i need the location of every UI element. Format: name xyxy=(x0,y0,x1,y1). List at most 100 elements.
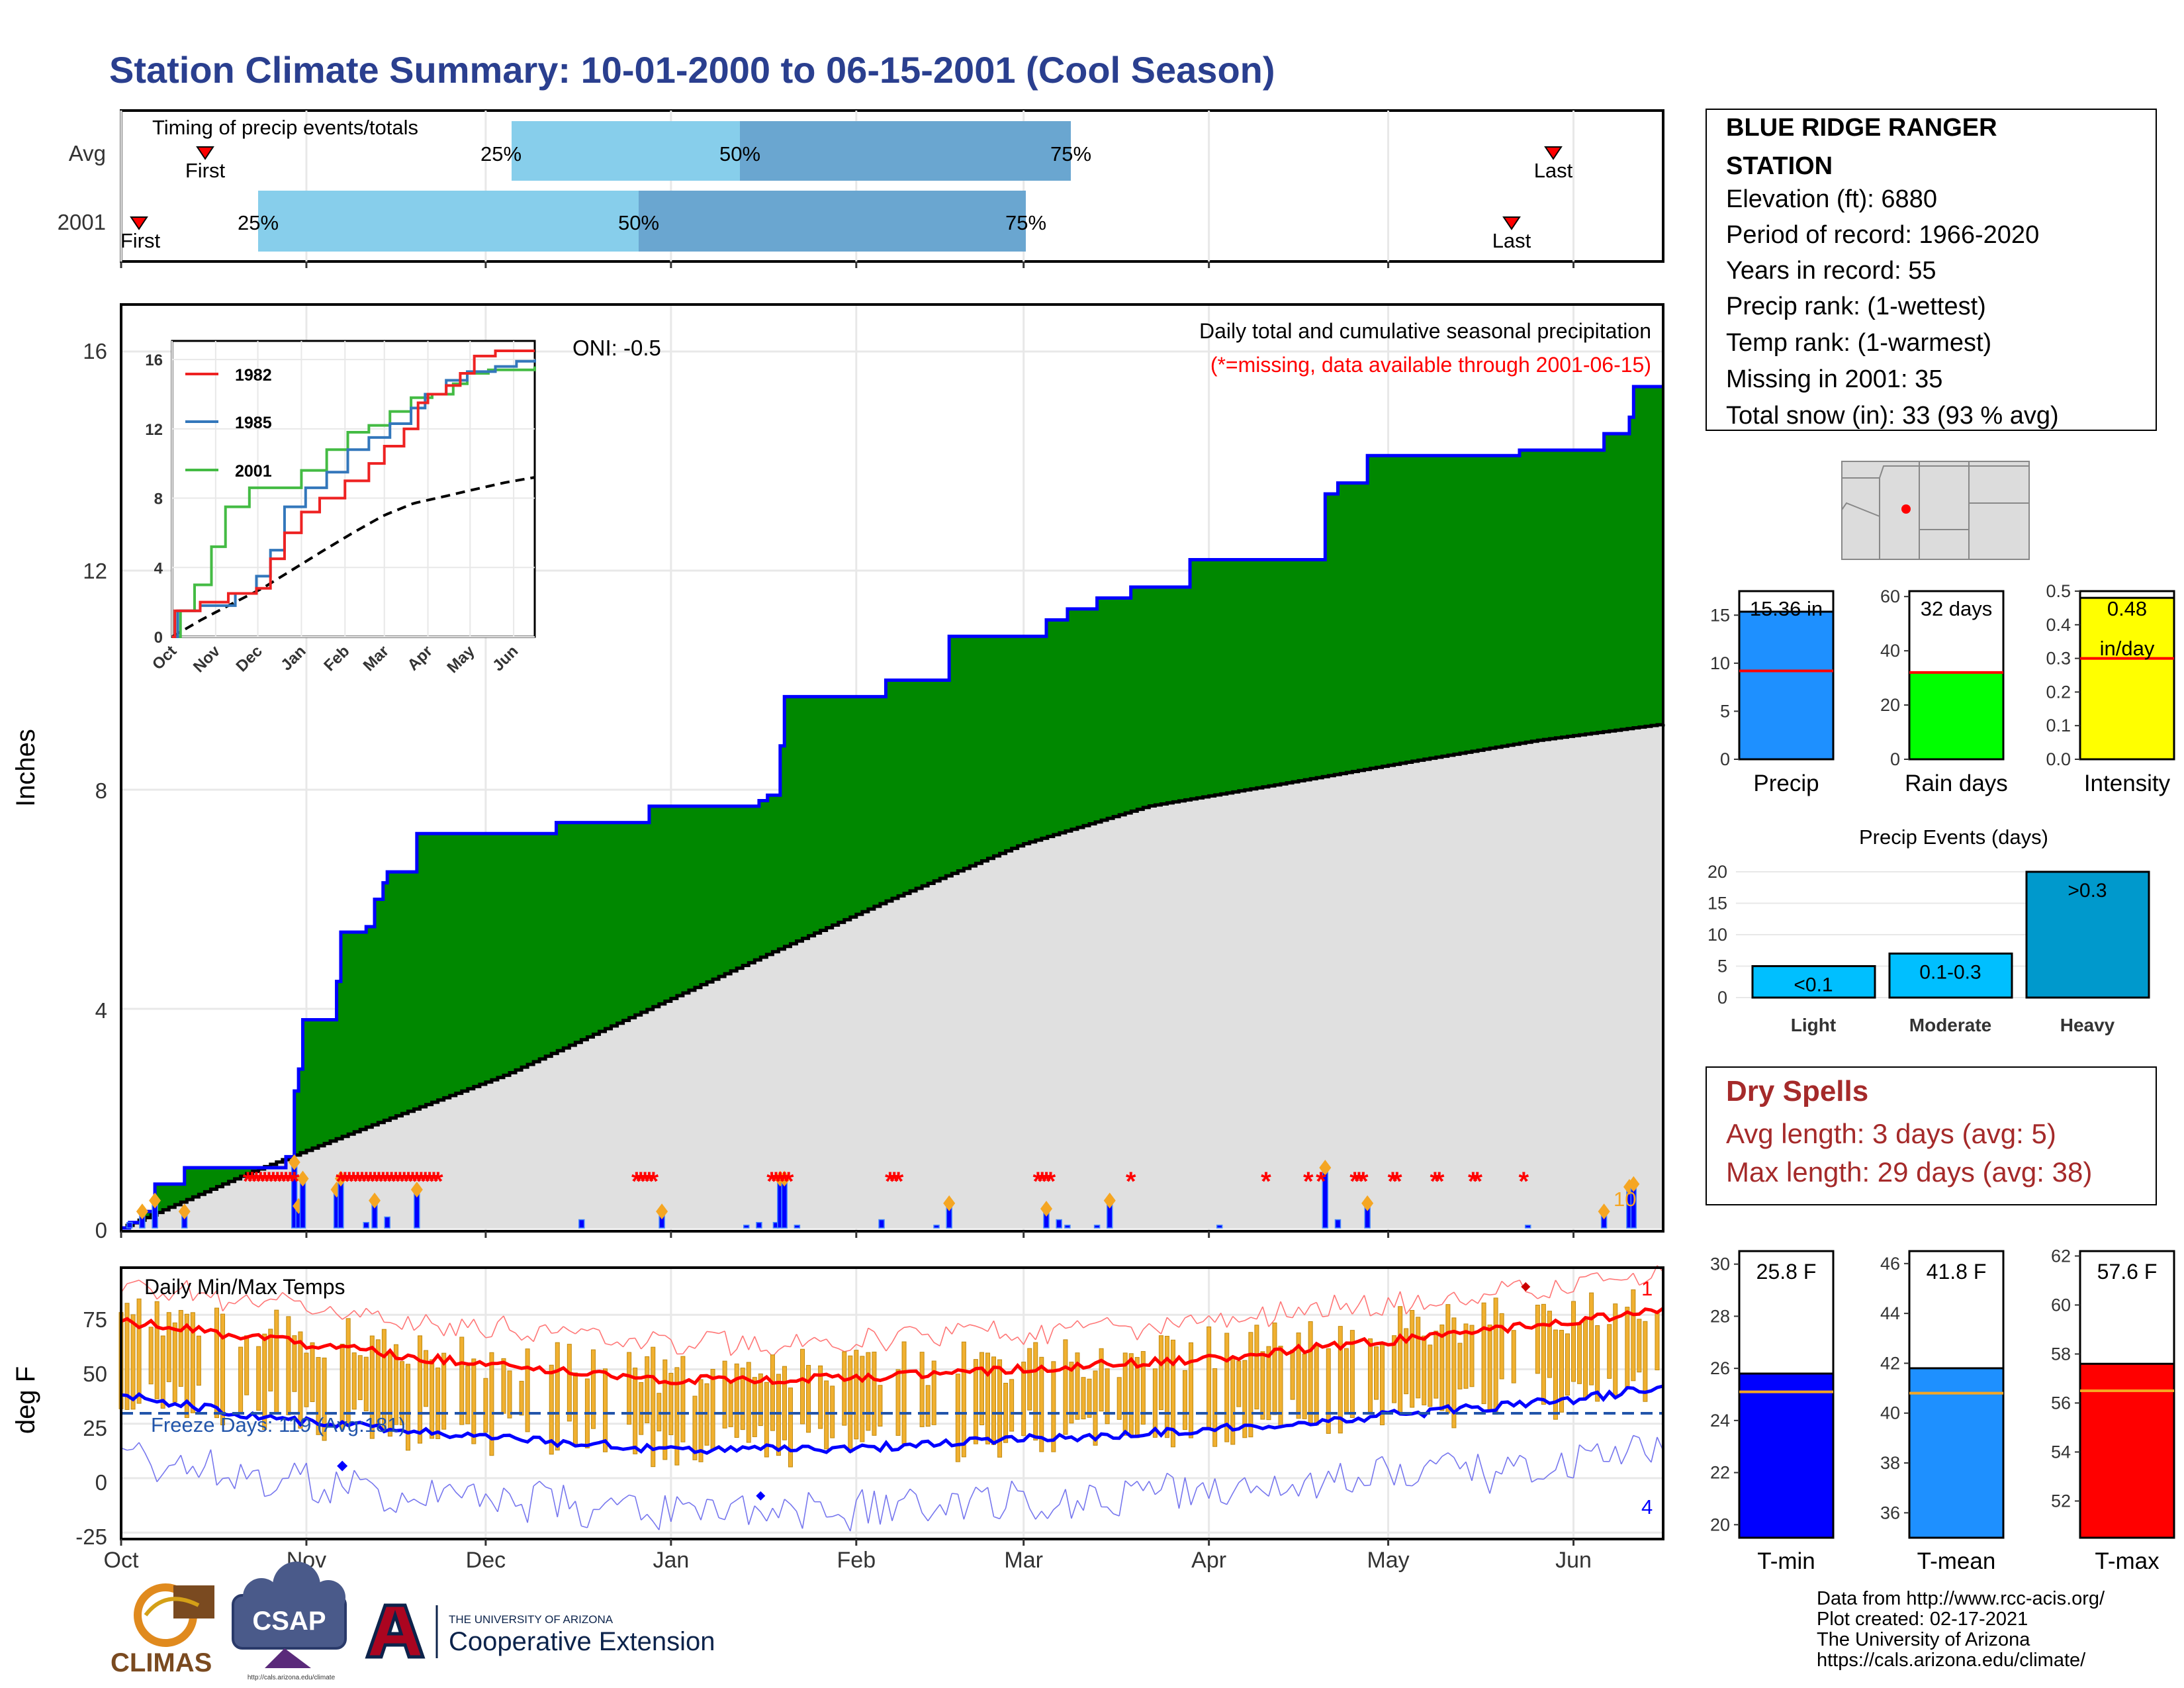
daily-precip-bar xyxy=(126,1221,133,1229)
missing-day-asterisk: * xyxy=(251,1167,261,1196)
daily-temp-bar xyxy=(901,1341,907,1444)
daily-temp-bar xyxy=(1122,1352,1128,1436)
inset-legend-1982: 1982 xyxy=(235,366,272,385)
missing-day-asterisk: * xyxy=(259,1167,270,1196)
month-label: Jun xyxy=(1555,1548,1592,1573)
missing-day-asterisk: * xyxy=(399,1167,410,1196)
missing-day-asterisk: * xyxy=(281,1167,291,1196)
daily-temp-bar xyxy=(1248,1332,1253,1438)
daily-temp-bar xyxy=(1541,1303,1546,1405)
daily-temp-bar xyxy=(340,1343,345,1430)
missing-day-asterisk: * xyxy=(885,1167,895,1196)
summary-bar-value: 32 days xyxy=(1921,597,1993,620)
daily-temp-bar xyxy=(1547,1311,1552,1378)
summary-ytick-label: 10 xyxy=(1710,653,1730,673)
daily-temp-bar xyxy=(1422,1335,1427,1405)
daily-temp-bar xyxy=(1099,1348,1104,1412)
precip-panel-frame xyxy=(120,303,1664,1233)
csap-wordmark: CSAP xyxy=(252,1607,326,1636)
daily-temp-bar xyxy=(357,1355,363,1401)
missing-day-asterisk: * xyxy=(416,1167,426,1196)
events-ytick-label: 10 xyxy=(1707,925,1727,945)
daily-precip-bar xyxy=(1093,1225,1101,1229)
summary-ytick-label: 20 xyxy=(1880,695,1900,715)
inset-ytick-label: 16 xyxy=(145,352,163,369)
footer-credits: Data from http://www.rcc-acis.org/ Plot … xyxy=(1817,1588,2105,1671)
daily-temp-bar xyxy=(1093,1370,1098,1446)
daily-temp-bar xyxy=(842,1351,847,1426)
missing-day-asterisk: * xyxy=(1388,1167,1398,1196)
daily-temp-bar xyxy=(758,1373,763,1427)
temp-panel-frame xyxy=(120,1266,1664,1540)
daily-temp-bar xyxy=(1392,1335,1397,1403)
daily-temp-bar xyxy=(1457,1342,1463,1389)
daily-temp-bar xyxy=(776,1374,781,1456)
missing-day-asterisk: * xyxy=(1032,1167,1043,1196)
missing-day-asterisk: * xyxy=(268,1167,279,1196)
daily-temp-bar xyxy=(465,1366,471,1425)
temp-summary-bar xyxy=(1908,1367,2005,1539)
daily-temp-range-bars xyxy=(118,1282,1660,1501)
temp-ylabel: deg F xyxy=(11,1366,40,1434)
daily-temp-bar xyxy=(501,1358,506,1414)
month-label: May xyxy=(1367,1548,1409,1573)
daily-temp-bar xyxy=(399,1361,404,1426)
snow-day-diamond xyxy=(1040,1201,1052,1217)
temp-summary-bar xyxy=(2079,1362,2175,1539)
footer-university: The University of Arizona xyxy=(1817,1629,2030,1650)
missing-day-asterisk: * xyxy=(408,1167,418,1196)
month-label: Apr xyxy=(1191,1548,1226,1573)
daily-temp-bar xyxy=(722,1360,727,1429)
summary-bar-value: 15.36 in xyxy=(1750,597,1823,620)
missing-day-asterisk: * xyxy=(771,1167,782,1196)
missing-day-asterisk: * xyxy=(289,1167,300,1196)
temp-summary-bar xyxy=(1738,1372,1835,1539)
dry-spells-frame xyxy=(1706,1066,2157,1205)
temp-summary-ytick-label: 36 xyxy=(1880,1503,1900,1523)
daily-precip-bar xyxy=(1216,1225,1223,1229)
daily-temp-bar xyxy=(459,1336,465,1425)
missing-day-asterisk: * xyxy=(277,1167,287,1196)
temp-summary-ytick-label: 62 xyxy=(2051,1246,2071,1266)
missing-day-asterisk: * xyxy=(1126,1167,1136,1196)
snow-day-diamond xyxy=(178,1203,191,1220)
temp-summary-ytick-label: 30 xyxy=(1710,1254,1730,1274)
daily-temp-bar xyxy=(740,1368,745,1430)
daily-temp-bar xyxy=(1302,1353,1307,1419)
daily-precip-bar xyxy=(1334,1219,1342,1229)
daily-temp-bar xyxy=(1583,1319,1588,1399)
locator-map-frame xyxy=(1841,461,2030,560)
avg-bar-q2-q3 xyxy=(740,121,1071,181)
snow-day-diamond xyxy=(1103,1192,1116,1209)
missing-day-asterisk: * xyxy=(344,1167,355,1196)
month-label: Mar xyxy=(1004,1548,1043,1573)
daily-temp-bar xyxy=(1410,1310,1415,1408)
events-bar-value: 0.1-0.3 xyxy=(1919,962,1981,984)
snow-day-diamond xyxy=(778,1170,791,1187)
missing-day-asterisk: * xyxy=(1261,1167,1271,1196)
missing-note: (*=missing, data available through 2001-… xyxy=(1210,353,1651,377)
daily-temp-bar xyxy=(244,1335,250,1395)
daily-temp-bar xyxy=(298,1331,303,1429)
csap-cloud-bump-1 xyxy=(243,1578,280,1615)
events-ytick-label: 5 xyxy=(1717,957,1727,976)
timing-row-avg: Avg xyxy=(69,141,106,165)
snow-day-diamond xyxy=(296,1170,309,1187)
events-ytick-label: 15 xyxy=(1707,894,1727,914)
csap-logo: CSAP http://cals.arizona.edu/climate xyxy=(232,1562,347,1681)
temp-summary-ytick-label: 58 xyxy=(2051,1344,2071,1364)
daily-temp-bar xyxy=(1589,1292,1594,1385)
daily-temp-bar xyxy=(1105,1368,1110,1425)
missing-day-asterisk: * xyxy=(369,1167,380,1196)
daily-temp-bar xyxy=(746,1362,751,1443)
daily-temp-bar xyxy=(997,1359,1003,1458)
temp-ytick-25: 25 xyxy=(83,1416,107,1440)
daily-temp-bar xyxy=(124,1303,130,1410)
precip-ytick-0: 0 xyxy=(95,1218,107,1243)
missing-day-asterisk: * xyxy=(353,1167,363,1196)
daily-precip-bar xyxy=(1064,1225,1071,1229)
daily-temp-bar xyxy=(483,1378,488,1433)
daily-temp-bar xyxy=(1158,1335,1163,1411)
station-precip-rank: Precip rank: (1-wettest) xyxy=(1726,293,1986,320)
state-borders xyxy=(1841,461,2029,559)
